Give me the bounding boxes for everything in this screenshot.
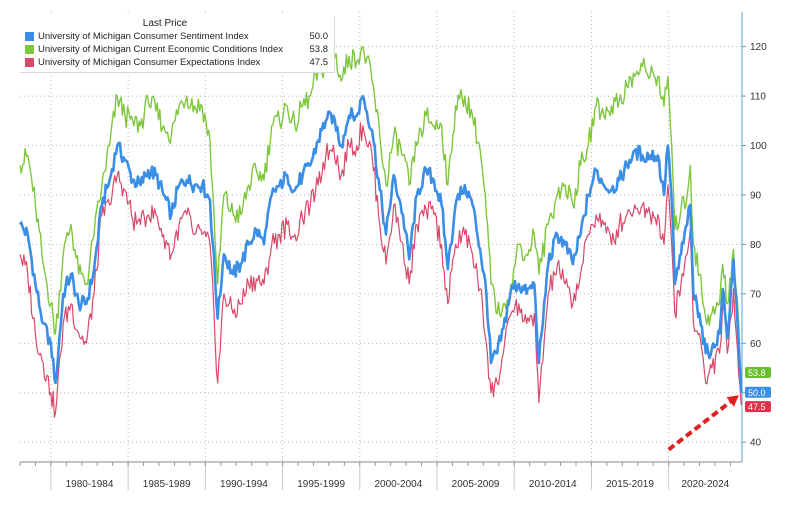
legend-value: 47.5: [309, 57, 329, 68]
legend-label: University of Michigan Consumer Expectat…: [38, 57, 261, 68]
legend-swatch: [25, 58, 34, 67]
legend-title: Last Price: [142, 18, 188, 29]
y-tick-label: 80: [750, 240, 762, 251]
last-value-badge: [745, 386, 771, 398]
y-tick-label: 110: [750, 92, 766, 103]
x-tick-label: 2015-2019: [606, 479, 654, 490]
last-value-labels: 53.8 50.0 47.5: [745, 366, 771, 413]
x-tick-label: 1980-1984: [66, 479, 114, 490]
y-tick-label: 120: [750, 42, 767, 53]
axes: [19, 12, 746, 490]
series-line-consumer-expectations: [19, 122, 742, 418]
y-tick-label: 100: [750, 141, 767, 152]
legend-swatch: [25, 32, 34, 41]
last-value-tag-consumer-sentiment: 50.0: [745, 386, 771, 398]
legend-item-current-conditions: University of Michigan Current Economic …: [25, 44, 330, 55]
y-tick-label: 90: [750, 190, 762, 201]
legend-value: 50.0: [309, 31, 329, 42]
legend-label: University of Michigan Consumer Sentimen…: [38, 31, 249, 42]
last-value-badge: [745, 366, 771, 378]
x-tick-label: 2005-2009: [452, 479, 500, 490]
legend: Last Price University of Michigan Consum…: [20, 16, 335, 73]
last-value-badge: [745, 401, 771, 413]
series-lines: [18, 45, 743, 418]
series-line-consumer-sentiment: [18, 94, 743, 393]
x-tick-label: 1990-1994: [220, 479, 268, 490]
dashed-arrow-line: [667, 400, 732, 452]
legend-item-consumer-sentiment: University of Michigan Consumer Sentimen…: [25, 31, 330, 42]
x-tick-label: 1995-1999: [297, 479, 345, 490]
last-value-text: 47.5: [748, 402, 766, 412]
y-tick-label: 40: [750, 438, 762, 449]
last-value-text: 50.0: [748, 388, 766, 398]
legend-item-consumer-expectations: University of Michigan Consumer Expectat…: [25, 57, 330, 68]
x-tick-label: 2000-2004: [374, 479, 422, 490]
annotations: [667, 395, 739, 452]
x-axis-ticks: 1980-1984 1985-1989 1990-1994 1995-1999 2000…: [66, 479, 730, 490]
x-tick-label: 1985-1989: [143, 479, 191, 490]
y-tick-label: 70: [750, 289, 762, 300]
series-line-current-conditions: [19, 45, 742, 375]
legend-label: University of Michigan Current Economic …: [38, 44, 283, 55]
legend-swatch: [25, 45, 34, 54]
x-tick-label: 2020-2024: [681, 479, 729, 490]
dashed-arrow-head: [726, 395, 739, 407]
last-value-tag-current-conditions: 53.8: [745, 366, 771, 378]
y-tick-label: 60: [750, 339, 762, 350]
legend-value: 53.8: [309, 44, 329, 55]
last-value-text: 53.8: [748, 368, 766, 378]
x-tick-label: 2010-2014: [529, 479, 577, 490]
last-value-tag-consumer-expectations: 47.5: [745, 401, 771, 413]
